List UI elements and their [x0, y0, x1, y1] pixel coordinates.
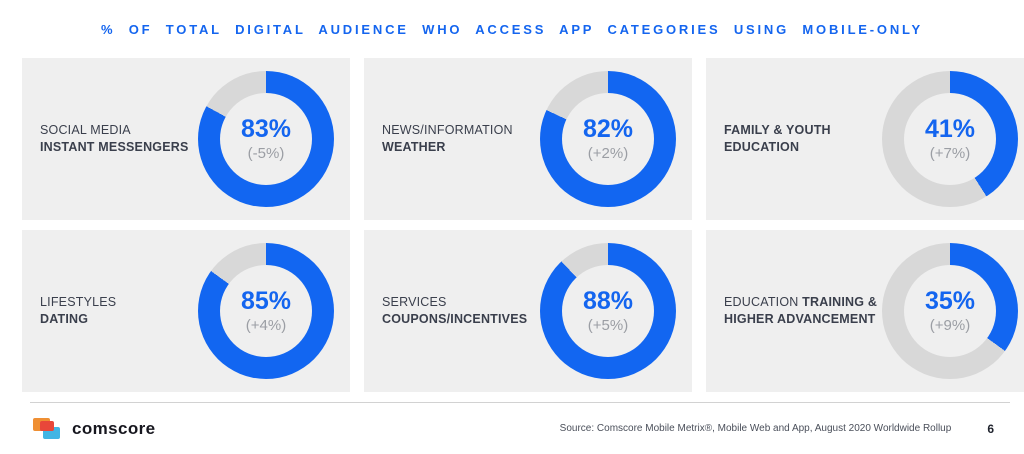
panel-news-information: NEWS/INFORMATION WEATHER 82% (+2%): [364, 58, 692, 220]
panel-lifestyles: LIFESTYLES DATING 85% (+4%): [22, 230, 350, 392]
donut-chart-wrap: 83% (-5%): [198, 71, 334, 207]
donut-center: 35% (+9%): [904, 265, 996, 357]
category-label: SERVICES COUPONS/INCENTIVES: [382, 294, 540, 329]
page-title: % OF TOTAL DIGITAL AUDIENCE WHO ACCESS A…: [100, 22, 924, 37]
category-label-line2: INSTANT MESSENGERS: [40, 140, 189, 154]
panel-family-youth: FAMILY & YOUTH EDUCATION 41% (+7%): [706, 58, 1024, 220]
page-number: 6: [987, 421, 994, 436]
footer: comscore Source: Comscore Mobile Metrix®…: [33, 416, 994, 441]
donut-chart: 85% (+4%): [198, 243, 334, 379]
donut-chart: 83% (-5%): [198, 71, 334, 207]
donut-change: (+5%): [587, 316, 629, 334]
donut-change: (-5%): [247, 144, 285, 162]
donut-chart: 41% (+7%): [882, 71, 1018, 207]
category-label-line2: HIGHER ADVANCEMENT: [724, 312, 876, 326]
category-label-line2: WEATHER: [382, 140, 446, 154]
comscore-logo-icon: [33, 416, 61, 441]
category-label: EDUCATION TRAINING & HIGHER ADVANCEMENT: [724, 294, 882, 329]
category-label: SOCIAL MEDIA INSTANT MESSENGERS: [40, 122, 198, 157]
category-label: FAMILY & YOUTH EDUCATION: [724, 122, 882, 157]
category-label-line1: SERVICES: [382, 294, 447, 309]
donut-chart-wrap: 35% (+9%): [882, 243, 1018, 379]
category-label: NEWS/INFORMATION WEATHER: [382, 122, 540, 157]
category-label-line1: SOCIAL MEDIA: [40, 122, 131, 137]
donut-chart: 88% (+5%): [540, 243, 676, 379]
category-label-line1-bold: TRAINING &: [802, 294, 878, 309]
donut-center: 85% (+4%): [220, 265, 312, 357]
source-text: Source: Comscore Mobile Metrix®, Mobile …: [559, 423, 952, 434]
donut-value: 88%: [582, 287, 634, 316]
donut-center: 82% (+2%): [562, 93, 654, 185]
donut-change: (+4%): [245, 316, 287, 334]
donut-center: 88% (+5%): [562, 265, 654, 357]
category-label-line2: COUPONS/INCENTIVES: [382, 312, 528, 326]
panel-education-training: EDUCATION TRAINING & HIGHER ADVANCEMENT …: [706, 230, 1024, 392]
donut-change: (+7%): [929, 144, 971, 162]
logo-red-square: [40, 421, 54, 431]
category-label-line2: DATING: [40, 312, 89, 326]
donut-center: 41% (+7%): [904, 93, 996, 185]
donut-center: 83% (-5%): [220, 93, 312, 185]
donut-chart-wrap: 82% (+2%): [540, 71, 676, 207]
category-label-line1: NEWS/INFORMATION: [382, 122, 513, 137]
donut-chart: 82% (+2%): [540, 71, 676, 207]
donut-value: 41%: [924, 115, 976, 144]
category-label-line2: EDUCATION: [724, 140, 800, 154]
category-label: LIFESTYLES DATING: [40, 294, 198, 329]
donut-value: 83%: [240, 115, 292, 144]
category-label-line1: EDUCATION: [724, 294, 803, 309]
panel-social-media: SOCIAL MEDIA INSTANT MESSENGERS 83% (-5%…: [22, 58, 350, 220]
donut-value: 85%: [240, 287, 292, 316]
category-label-line1: LIFESTYLES: [40, 294, 117, 309]
donut-change: (+2%): [587, 144, 629, 162]
panel-services: SERVICES COUPONS/INCENTIVES 88% (+5%): [364, 230, 692, 392]
donut-chart-wrap: 85% (+4%): [198, 243, 334, 379]
category-label-line1-bold: FAMILY & YOUTH: [724, 122, 831, 137]
donut-change: (+9%): [929, 316, 971, 334]
footer-divider: [30, 402, 1010, 403]
comscore-wordmark: comscore: [72, 418, 156, 438]
donut-value: 82%: [582, 115, 634, 144]
comscore-logo: comscore: [33, 416, 156, 441]
donut-chart: 35% (+9%): [882, 243, 1018, 379]
donut-value: 35%: [924, 287, 976, 316]
donut-panel-grid: SOCIAL MEDIA INSTANT MESSENGERS 83% (-5%…: [22, 58, 1024, 392]
donut-chart-wrap: 41% (+7%): [882, 71, 1018, 207]
donut-chart-wrap: 88% (+5%): [540, 243, 676, 379]
